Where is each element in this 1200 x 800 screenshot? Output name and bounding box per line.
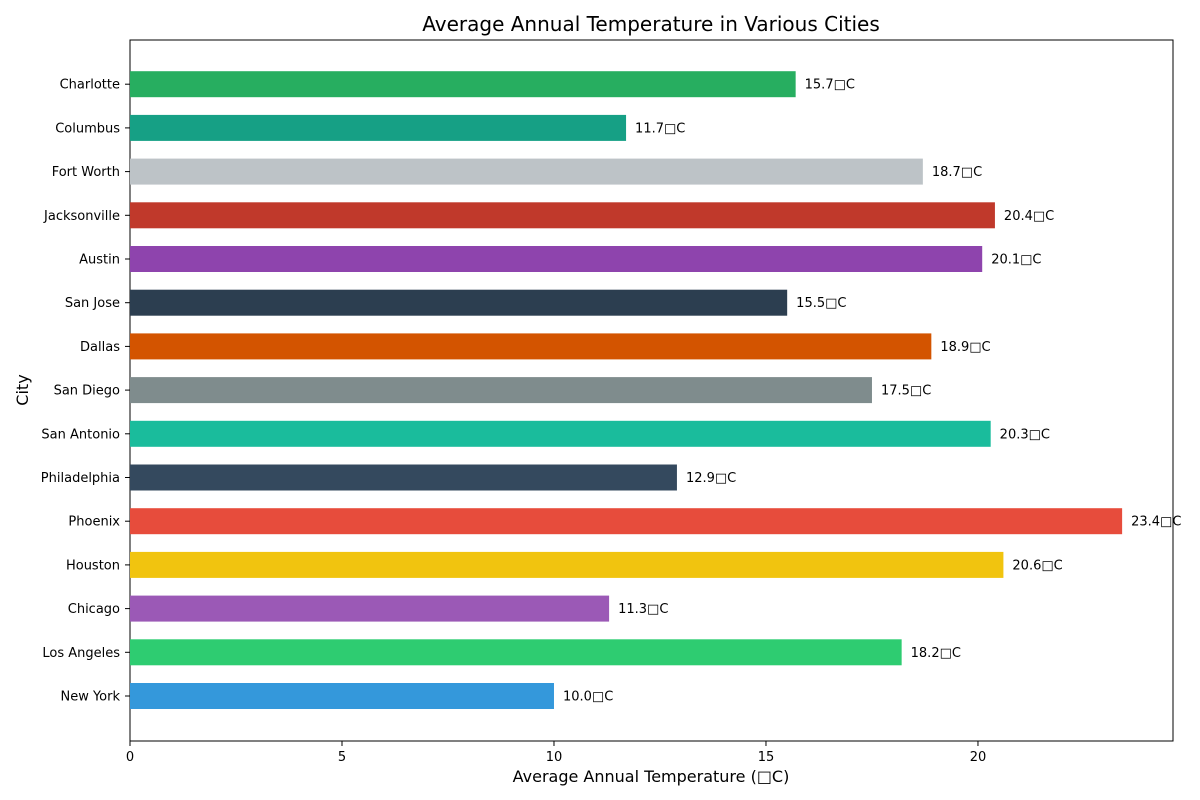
bar-san-diego <box>130 377 872 404</box>
data-label: 17.5□C <box>881 384 931 399</box>
y-tick-label: Austin <box>79 253 120 268</box>
bar-san-antonio <box>130 420 991 447</box>
bar-los-angeles <box>130 639 902 666</box>
data-label: 20.3□C <box>1000 427 1050 442</box>
data-label: 11.7□C <box>635 121 685 136</box>
bar-dallas <box>130 333 932 360</box>
data-label: 12.9□C <box>686 471 736 486</box>
data-label: 18.9□C <box>940 340 990 355</box>
data-label: 18.7□C <box>932 165 982 180</box>
bar-fort-worth <box>130 158 923 185</box>
bar-jacksonville <box>130 202 995 229</box>
bar-san-jose <box>130 289 788 316</box>
x-tick-label: 5 <box>338 750 346 765</box>
data-label: 20.6□C <box>1012 558 1062 573</box>
y-tick-label: Fort Worth <box>52 165 120 180</box>
x-axis-label: Average Annual Temperature (□C) <box>513 767 790 786</box>
data-label: 18.2□C <box>911 646 961 661</box>
data-label: 15.7□C <box>805 78 855 93</box>
bar-new-york <box>130 683 554 709</box>
x-tick-label: 15 <box>758 750 775 765</box>
y-tick-label: San Jose <box>65 296 120 311</box>
y-tick-label: New York <box>60 690 120 705</box>
y-tick-label: Phoenix <box>68 515 120 530</box>
bar-columbus <box>130 114 627 141</box>
y-tick-label: Los Angeles <box>42 646 120 661</box>
x-tick-label: 20 <box>970 750 987 765</box>
y-tick-label: Houston <box>66 558 120 573</box>
y-tick-label: San Diego <box>54 384 120 399</box>
y-tick-label: San Antonio <box>41 427 120 442</box>
data-label: 10.0□C <box>563 690 613 705</box>
x-tick-label: 10 <box>546 750 563 765</box>
bar-chicago <box>130 595 610 622</box>
y-tick-label: Philadelphia <box>41 471 120 486</box>
data-label: 11.3□C <box>618 602 668 617</box>
bar-houston <box>130 551 1004 578</box>
data-label: 20.1□C <box>991 253 1041 268</box>
data-label: 23.4□C <box>1131 515 1181 530</box>
bar-charlotte <box>130 71 796 98</box>
x-tick-label: 0 <box>126 750 134 765</box>
chart-title: Average Annual Temperature in Various Ci… <box>422 12 880 36</box>
plot-area: New York 10.0□C Los Angeles 18.2□C Chicago 11… <box>41 39 1181 765</box>
data-label: 15.5□C <box>796 296 846 311</box>
bar-philadelphia <box>130 464 677 491</box>
y-tick-label: Dallas <box>80 340 120 355</box>
bar-austin <box>130 246 983 272</box>
data-label: 20.4□C <box>1004 209 1054 224</box>
y-tick-label: Chicago <box>68 602 120 617</box>
y-tick-label: Charlotte <box>60 78 120 93</box>
y-tick-label: Columbus <box>55 121 120 136</box>
y-tick-label: Jacksonville <box>43 209 120 224</box>
y-axis-label: City <box>13 374 32 405</box>
bar-phoenix <box>130 508 1123 535</box>
